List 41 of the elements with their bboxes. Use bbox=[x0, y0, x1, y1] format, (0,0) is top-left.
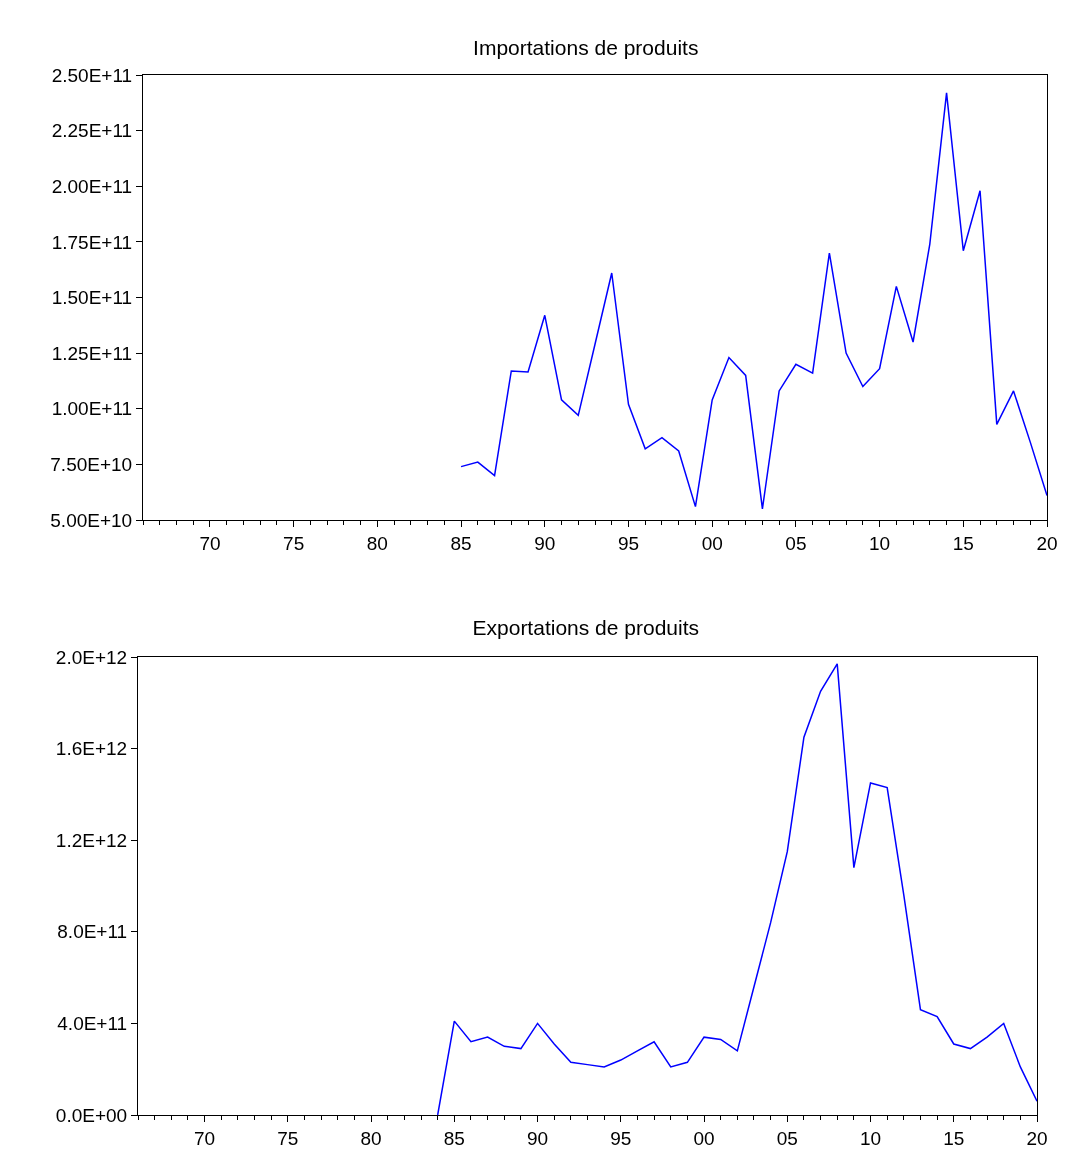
x-tick-label: 20 bbox=[1026, 1127, 1048, 1149]
chart-title: Exportations de produits bbox=[472, 616, 699, 640]
y-tick-label: 1.25E+11 bbox=[51, 342, 133, 364]
y-tick-label: 8.0E+11 bbox=[57, 921, 128, 943]
x-tick-label: 80 bbox=[360, 1127, 382, 1149]
y-tick-label: 2.50E+11 bbox=[51, 64, 133, 86]
y-tick-label: 1.2E+12 bbox=[55, 829, 128, 851]
x-tick-label: 75 bbox=[277, 1127, 299, 1149]
x-tick-label: 15 bbox=[952, 532, 974, 554]
x-tick-label: 75 bbox=[283, 532, 305, 554]
y-tick-label: 1.00E+11 bbox=[51, 398, 133, 420]
x-tick-label: 85 bbox=[443, 1127, 465, 1149]
y-tick-label: 0.0E+00 bbox=[55, 1104, 128, 1126]
x-tick-label: 70 bbox=[199, 532, 221, 554]
x-tick-label: 85 bbox=[450, 532, 472, 554]
x-tick-label: 80 bbox=[366, 532, 388, 554]
x-tick-label: 90 bbox=[534, 532, 556, 554]
x-tick-label: 10 bbox=[869, 532, 891, 554]
x-tick-label: 10 bbox=[859, 1127, 882, 1149]
y-tick-label: 2.25E+11 bbox=[51, 120, 133, 142]
y-tick-label: 2.00E+11 bbox=[51, 175, 133, 197]
x-tick-label: 05 bbox=[776, 1127, 798, 1149]
x-tick-label: 95 bbox=[617, 532, 640, 554]
x-tick-label: 05 bbox=[785, 532, 807, 554]
y-tick-label: 1.75E+11 bbox=[51, 231, 133, 253]
y-tick-label: 2.0E+12 bbox=[55, 646, 128, 668]
line-series bbox=[460, 92, 1047, 510]
chart-title: Importations de produits bbox=[473, 36, 699, 60]
x-tick-label: 95 bbox=[610, 1127, 632, 1149]
x-tick-label: 00 bbox=[693, 1127, 715, 1149]
y-tick-label: 5.00E+10 bbox=[50, 509, 133, 531]
line-series bbox=[436, 663, 1037, 1115]
y-tick-label: 7.50E+10 bbox=[50, 454, 133, 476]
y-tick-label: 1.50E+11 bbox=[51, 287, 133, 309]
y-tick-label: 4.0E+11 bbox=[57, 1013, 128, 1035]
x-tick-label: 90 bbox=[526, 1127, 549, 1149]
x-tick-label: 70 bbox=[194, 1127, 216, 1149]
y-tick-label: 1.6E+12 bbox=[55, 738, 128, 760]
x-tick-label: 20 bbox=[1036, 532, 1058, 554]
x-tick-label: 00 bbox=[701, 532, 723, 554]
x-tick-label: 15 bbox=[943, 1127, 965, 1149]
